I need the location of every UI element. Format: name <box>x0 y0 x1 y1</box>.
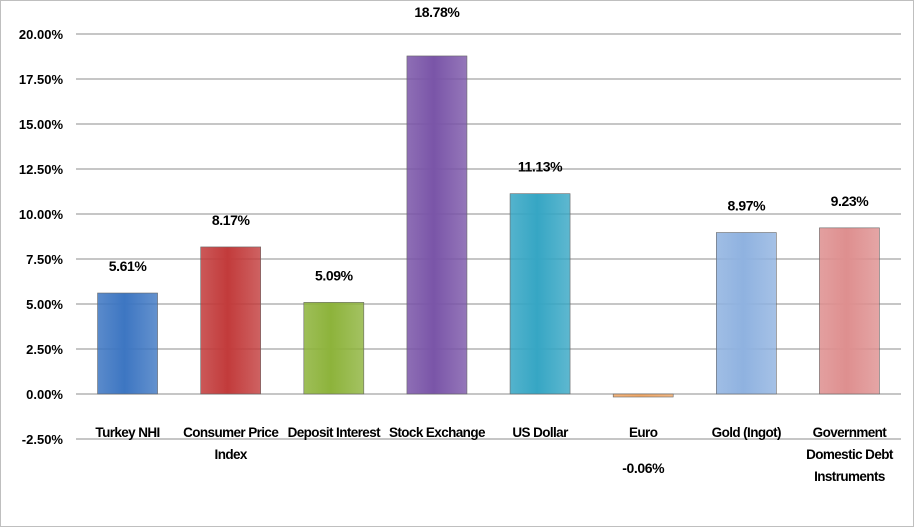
bar-us-dollar <box>509 193 571 395</box>
y-tick-label: 17.50% <box>19 72 64 87</box>
bar-turkey-nhi <box>97 292 158 395</box>
category-label-gold-ingot: Gold (Ingot) <box>712 425 781 440</box>
y-tick-label: 12.50% <box>19 162 64 177</box>
data-label-euro: -0.06% <box>622 460 665 476</box>
data-label-consumer-price-index: 8.17% <box>212 212 251 228</box>
category-labels: Turkey NHI Consumer Price Index Deposit Int… <box>95 425 894 484</box>
y-tick-label: 2.50% <box>26 342 63 357</box>
data-label-government-domestic-debt-instruments: 9.23% <box>831 193 870 209</box>
bar-government-domestic-debt-instruments <box>819 227 880 395</box>
bars <box>97 55 880 398</box>
bar-euro <box>612 393 674 398</box>
y-tick-label: 15.00% <box>19 117 64 132</box>
gridlines <box>76 33 901 440</box>
y-tick-label: 20.00% <box>19 27 64 42</box>
category-label-deposit-interest: Deposit Interest <box>288 425 382 440</box>
category-label-turkey-nhi: Turkey NHI <box>95 425 159 440</box>
category-label-government-domestic-debt-instruments: Government Domestic Debt Instruments <box>806 425 894 484</box>
bar-deposit-interest <box>303 302 365 395</box>
y-tick-label: -2.50% <box>22 432 64 447</box>
data-label-gold-ingot: 8.97% <box>727 198 766 214</box>
y-tick-label: 5.00% <box>26 297 63 312</box>
bar-gold-ingot <box>716 232 777 395</box>
data-labels: 5.61% 8.17% 5.09% 18.78% 11.13% -0.06% 8.97% 9.… <box>109 4 870 476</box>
y-tick-label: 7.50% <box>26 252 63 267</box>
data-label-stock-exchange: 18.78% <box>414 4 460 20</box>
category-label-consumer-price-index: Consumer Price Index <box>183 425 279 462</box>
category-label-euro: Euro <box>629 425 658 440</box>
y-tick-label: 10.00% <box>19 207 64 222</box>
category-label-stock-exchange: Stock Exchange <box>389 425 486 440</box>
y-axis-tick-labels: 20.00% 17.50% 15.00% 12.50% 10.00% 7.50% 5.00%… <box>19 27 64 447</box>
bar-consumer-price-index <box>200 246 261 395</box>
data-label-deposit-interest: 5.09% <box>315 267 354 283</box>
data-label-us-dollar: 11.13% <box>518 159 563 175</box>
data-label-turkey-nhi: 5.61% <box>109 258 148 274</box>
y-tick-label: 0.00% <box>26 387 63 402</box>
bar-stock-exchange <box>406 55 468 395</box>
category-label-us-dollar: US Dollar <box>512 425 569 440</box>
